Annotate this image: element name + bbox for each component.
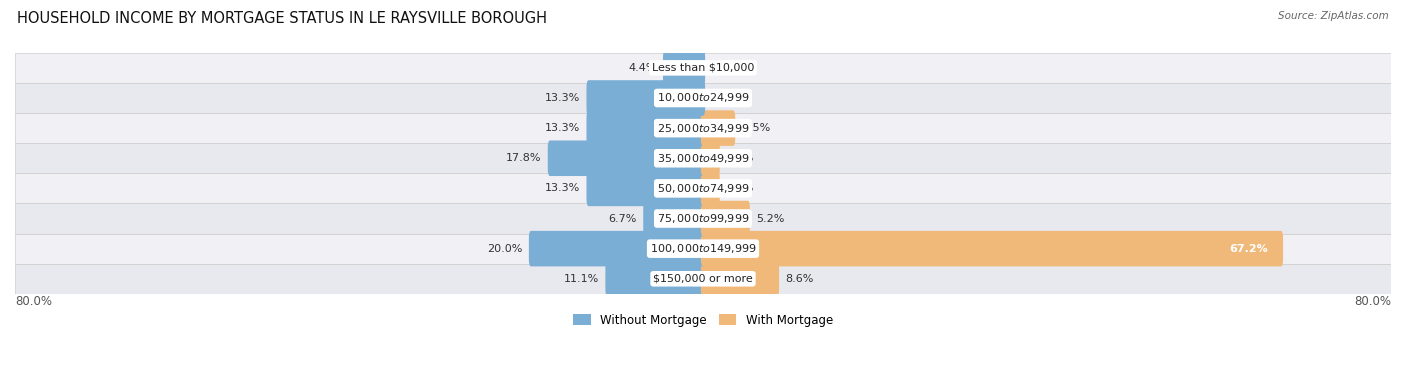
Text: $75,000 to $99,999: $75,000 to $99,999 (657, 212, 749, 225)
Text: 1.7%: 1.7% (727, 183, 755, 194)
FancyBboxPatch shape (700, 141, 720, 176)
Text: 8.6%: 8.6% (786, 274, 814, 284)
Text: 80.0%: 80.0% (1354, 295, 1391, 308)
FancyBboxPatch shape (643, 201, 706, 236)
Bar (15, 143, 1391, 174)
FancyBboxPatch shape (700, 201, 749, 236)
FancyBboxPatch shape (700, 110, 735, 146)
Legend: Without Mortgage, With Mortgage: Without Mortgage, With Mortgage (568, 309, 838, 331)
Bar (15, 264, 1391, 294)
Text: 17.8%: 17.8% (506, 153, 541, 163)
FancyBboxPatch shape (586, 80, 706, 116)
Text: 5.2%: 5.2% (756, 214, 785, 223)
Bar (15, 234, 1391, 264)
Text: HOUSEHOLD INCOME BY MORTGAGE STATUS IN LE RAYSVILLE BOROUGH: HOUSEHOLD INCOME BY MORTGAGE STATUS IN L… (17, 11, 547, 26)
Text: 13.3%: 13.3% (544, 123, 581, 133)
Text: 11.1%: 11.1% (564, 274, 599, 284)
Text: $50,000 to $74,999: $50,000 to $74,999 (657, 182, 749, 195)
Bar (15, 113, 1391, 143)
FancyBboxPatch shape (700, 261, 779, 297)
Text: $100,000 to $149,999: $100,000 to $149,999 (650, 242, 756, 255)
Text: 0.0%: 0.0% (711, 63, 740, 73)
Text: 20.0%: 20.0% (486, 244, 523, 254)
FancyBboxPatch shape (664, 50, 706, 86)
FancyBboxPatch shape (606, 261, 706, 297)
Text: $10,000 to $24,999: $10,000 to $24,999 (657, 91, 749, 104)
Text: 4.4%: 4.4% (628, 63, 657, 73)
Text: 6.7%: 6.7% (609, 214, 637, 223)
Text: 13.3%: 13.3% (544, 183, 581, 194)
FancyBboxPatch shape (548, 141, 706, 176)
Text: 67.2%: 67.2% (1229, 244, 1268, 254)
Bar (15, 174, 1391, 203)
Text: 80.0%: 80.0% (15, 295, 52, 308)
Text: Source: ZipAtlas.com: Source: ZipAtlas.com (1278, 11, 1389, 21)
Text: 13.3%: 13.3% (544, 93, 581, 103)
Text: 0.0%: 0.0% (711, 93, 740, 103)
FancyBboxPatch shape (700, 231, 1284, 266)
FancyBboxPatch shape (586, 170, 706, 206)
FancyBboxPatch shape (529, 231, 706, 266)
Text: 3.5%: 3.5% (742, 123, 770, 133)
Text: Less than $10,000: Less than $10,000 (652, 63, 754, 73)
FancyBboxPatch shape (586, 110, 706, 146)
Bar (15, 203, 1391, 234)
Text: 1.7%: 1.7% (727, 153, 755, 163)
Text: $150,000 or more: $150,000 or more (654, 274, 752, 284)
Bar (15, 53, 1391, 83)
Bar (15, 83, 1391, 113)
FancyBboxPatch shape (700, 170, 720, 206)
Text: $25,000 to $34,999: $25,000 to $34,999 (657, 122, 749, 135)
Text: $35,000 to $49,999: $35,000 to $49,999 (657, 152, 749, 165)
